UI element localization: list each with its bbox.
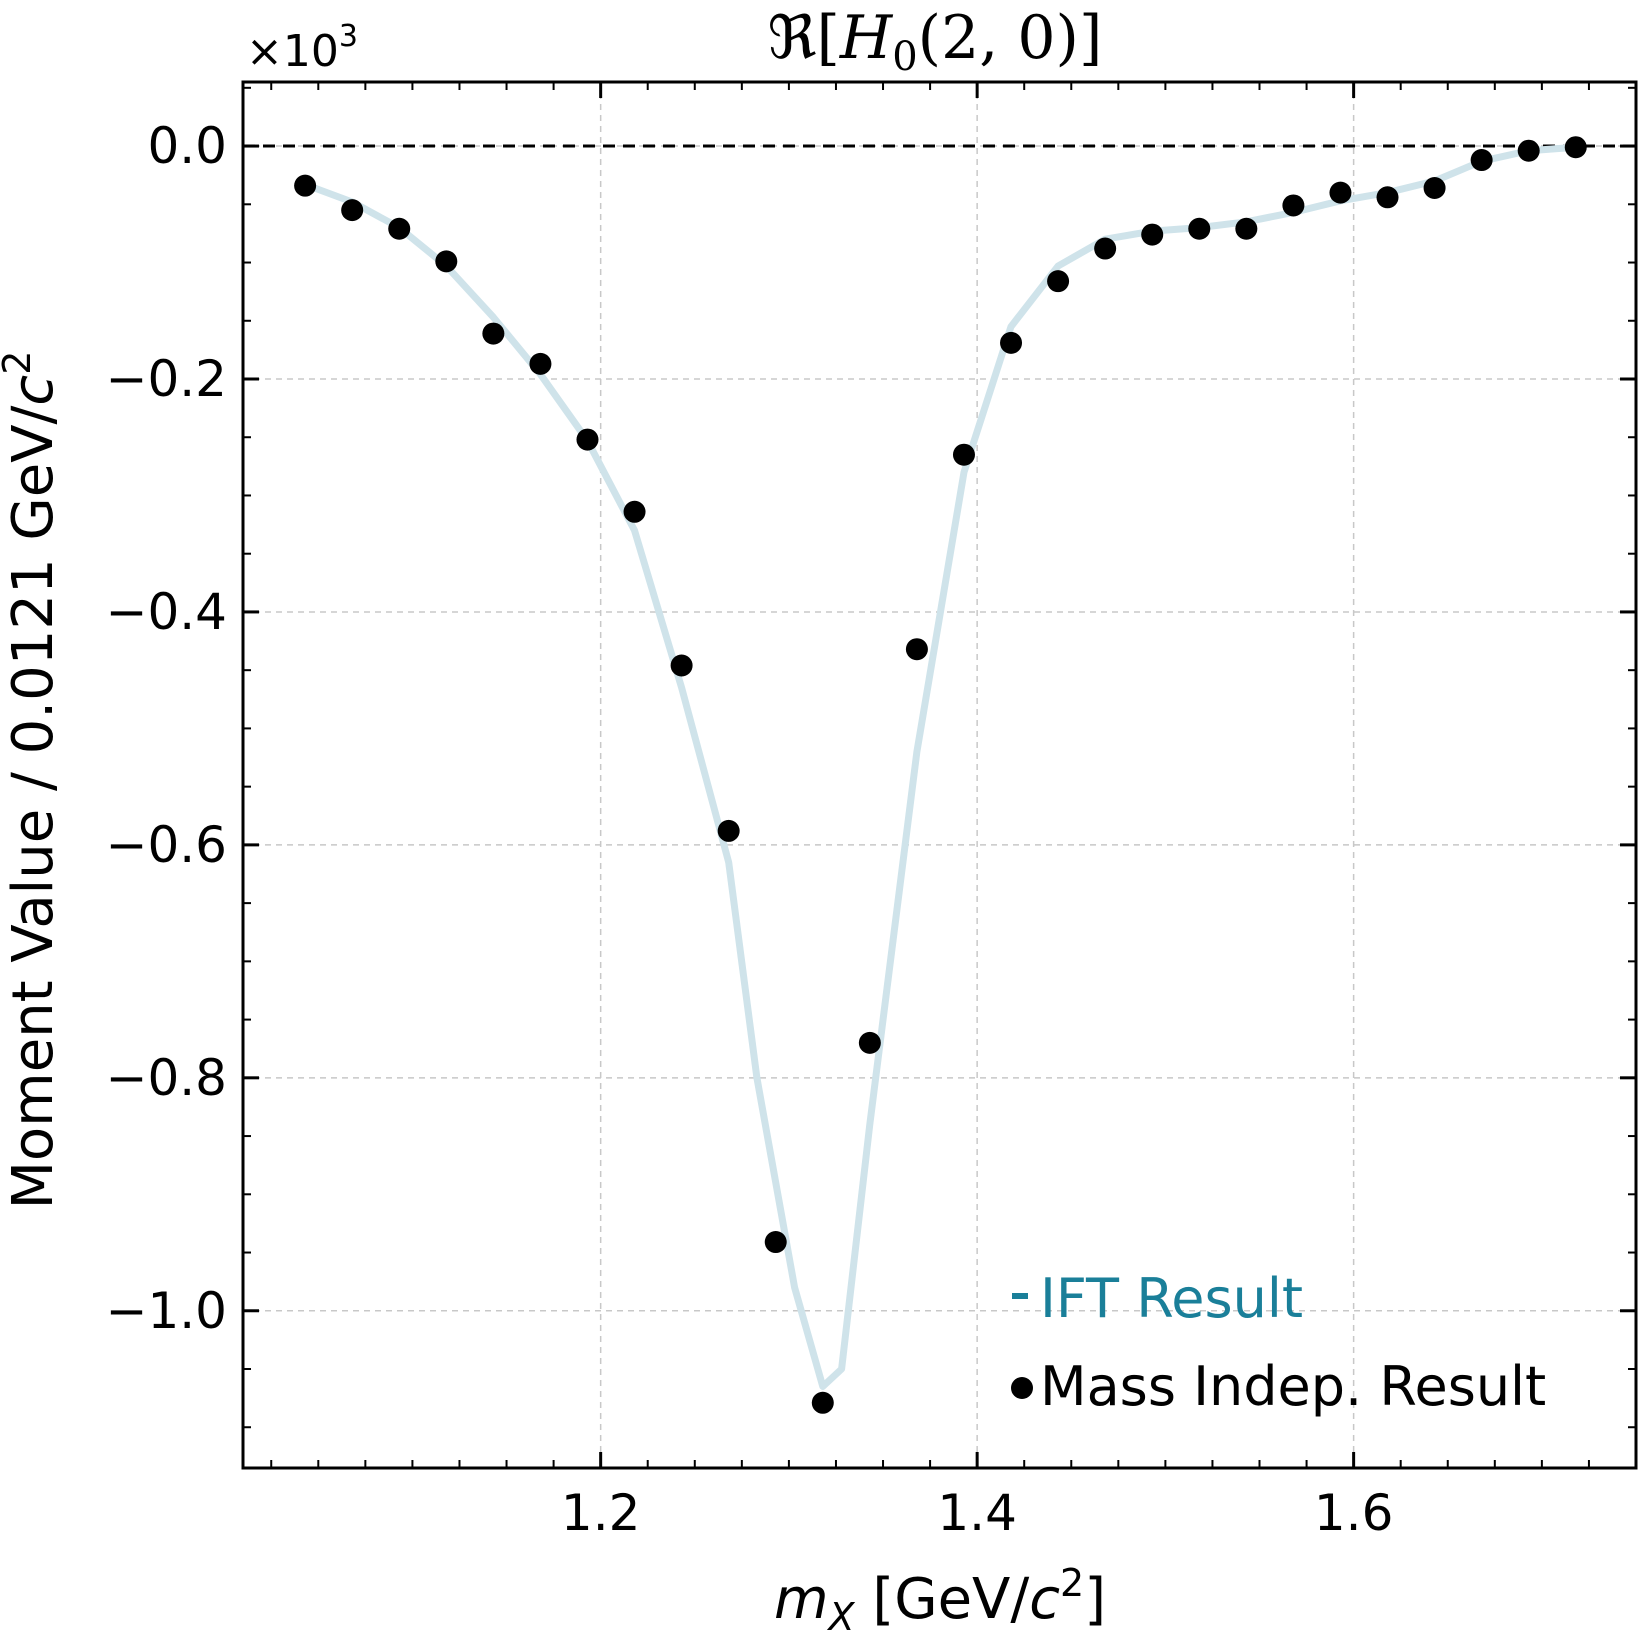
- y-axis-offset-label: ×103: [246, 19, 358, 77]
- chart-title: ℜ[H0(2, 0)]: [768, 3, 1103, 80]
- x-axis-title: mX [GeV/c2]: [774, 1561, 1106, 1632]
- data-point-mass-indep: [529, 352, 552, 375]
- data-point-mass-indep: [1000, 331, 1023, 354]
- legend-label-ift: IFT Result: [1040, 1267, 1303, 1330]
- data-point-mass-indep: [1188, 217, 1211, 240]
- y-tick-label: −0.4: [106, 583, 227, 641]
- legend-marker-mass-indep-point: [1011, 1377, 1033, 1399]
- series-layer: [294, 136, 1587, 1414]
- legend: IFT Result Mass Indep. Result: [1011, 1267, 1546, 1418]
- data-point-mass-indep: [341, 199, 364, 222]
- data-point-mass-indep: [952, 443, 975, 466]
- data-point-mass-indep: [1282, 194, 1305, 217]
- y-tick-label: −0.8: [106, 1049, 227, 1107]
- x-tick-label: 1.4: [937, 1484, 1017, 1542]
- y-tick-label: −0.2: [106, 350, 227, 408]
- data-point-mass-indep: [388, 217, 411, 240]
- data-point-mass-indep: [1141, 223, 1164, 246]
- y-tick-label: −1.0: [106, 1282, 227, 1340]
- y-tick-label: −0.6: [106, 816, 227, 874]
- data-point-mass-indep: [1094, 237, 1117, 260]
- data-point-mass-indep: [764, 1231, 787, 1254]
- data-point-mass-indep: [1376, 186, 1399, 209]
- data-point-mass-indep: [670, 654, 693, 677]
- data-point-mass-indep: [623, 500, 646, 523]
- data-point-mass-indep: [1235, 217, 1258, 240]
- data-point-mass-indep: [1517, 139, 1540, 162]
- plot-frame: [241, 80, 1638, 1470]
- grid-layer: [243, 82, 1636, 1468]
- data-point-mass-indep: [858, 1031, 881, 1054]
- data-point-mass-indep: [1047, 270, 1070, 293]
- data-point-mass-indep: [1470, 149, 1493, 172]
- legend-marker-ift-line: [1012, 1293, 1028, 1299]
- data-point-mass-indep: [811, 1391, 834, 1414]
- y-axis-title: Moment Value / 0.0121 GeV/c2: [0, 351, 66, 1210]
- data-point-mass-indep: [1564, 136, 1587, 159]
- y-tick-label: 0.0: [147, 117, 227, 175]
- legend-label-mass-indep: Mass Indep. Result: [1040, 1355, 1546, 1418]
- tick-layer: 1.2 1.4 1.6 0.0 −0.2 −0.4 −0.6 −0.8 −1.0: [106, 82, 1637, 1542]
- data-point-mass-indep: [905, 638, 928, 661]
- data-point-mass-indep: [576, 428, 599, 451]
- x-tick-label: 1.6: [1314, 1484, 1394, 1542]
- data-point-mass-indep: [482, 322, 505, 345]
- data-point-mass-indep: [1329, 181, 1352, 204]
- data-point-mass-indep: [294, 174, 317, 197]
- x-tick-label: 1.2: [561, 1484, 641, 1542]
- data-point-mass-indep: [1423, 176, 1446, 199]
- data-point-mass-indep: [435, 250, 458, 273]
- data-point-mass-indep: [717, 819, 740, 842]
